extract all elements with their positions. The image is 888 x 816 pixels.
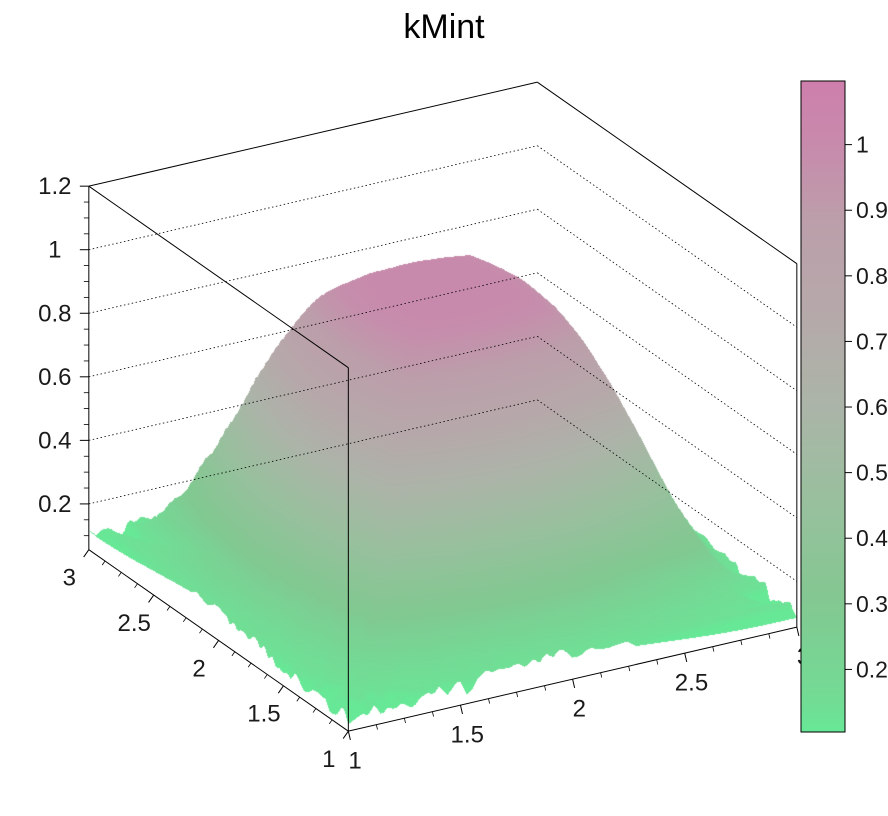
svg-text:2.5: 2.5: [675, 669, 708, 696]
svg-text:2: 2: [573, 695, 586, 722]
svg-text:0.6: 0.6: [38, 364, 71, 391]
svg-text:0.8: 0.8: [856, 263, 888, 289]
svg-text:0.8: 0.8: [38, 300, 71, 327]
svg-text:2: 2: [192, 655, 205, 682]
svg-text:0.5: 0.5: [856, 460, 888, 486]
svg-text:0.4: 0.4: [856, 525, 888, 551]
svg-text:2.5: 2.5: [118, 610, 151, 637]
svg-text:0.6: 0.6: [856, 394, 888, 420]
svg-text:1: 1: [322, 746, 335, 773]
svg-text:0.3: 0.3: [856, 591, 888, 617]
svg-text:1: 1: [348, 747, 361, 774]
svg-text:1.2: 1.2: [38, 173, 71, 200]
svg-text:0.2: 0.2: [856, 656, 888, 682]
svg-text:1: 1: [856, 132, 869, 158]
svg-text:0.7: 0.7: [856, 328, 888, 354]
svg-text:3: 3: [63, 565, 76, 592]
svg-text:0.9: 0.9: [856, 197, 888, 223]
svg-text:1: 1: [48, 237, 61, 264]
svg-text:0.4: 0.4: [38, 427, 71, 454]
svg-text:0.2: 0.2: [38, 491, 71, 518]
svg-text:1.5: 1.5: [247, 701, 280, 728]
svg-text:1.5: 1.5: [451, 721, 484, 748]
